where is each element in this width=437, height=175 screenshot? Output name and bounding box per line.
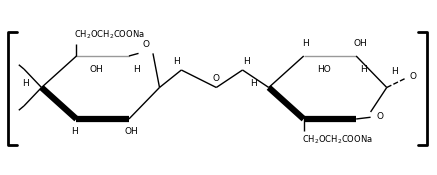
- Text: H: H: [133, 65, 140, 75]
- Text: H: H: [23, 79, 29, 89]
- Text: CH$_2$OCH$_2$COONa: CH$_2$OCH$_2$COONa: [74, 29, 145, 41]
- Text: H: H: [173, 57, 180, 66]
- Text: OH: OH: [124, 127, 138, 136]
- Text: H: H: [391, 67, 398, 76]
- Text: OH: OH: [90, 65, 103, 75]
- Text: HO: HO: [317, 65, 330, 75]
- Text: O: O: [213, 74, 220, 83]
- Text: O: O: [376, 112, 383, 121]
- Text: OH: OH: [354, 39, 368, 48]
- Text: H: H: [243, 57, 250, 66]
- Text: H: H: [361, 65, 367, 75]
- Text: H: H: [71, 127, 78, 136]
- Text: O: O: [410, 72, 417, 82]
- Text: H: H: [302, 39, 309, 48]
- Text: CH$_2$OCH$_2$COONa: CH$_2$OCH$_2$COONa: [302, 134, 372, 146]
- Text: H: H: [250, 79, 257, 89]
- Text: O: O: [143, 40, 150, 49]
